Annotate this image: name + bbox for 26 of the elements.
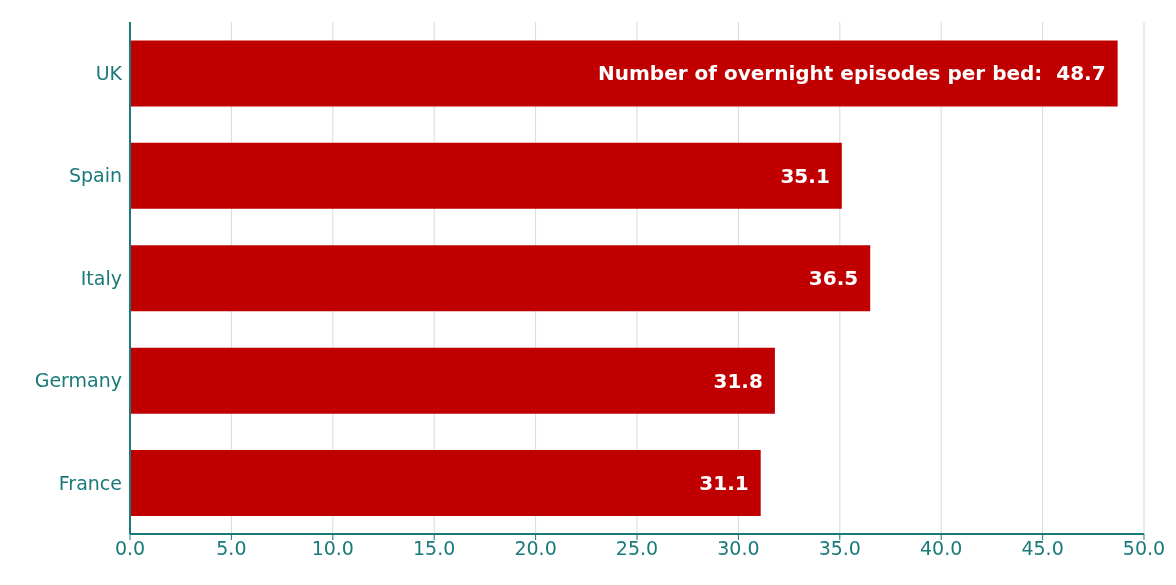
data-label: 31.1 <box>699 471 749 496</box>
x-tick-label: 5.0 <box>216 537 247 560</box>
x-tick-label: 20.0 <box>514 537 557 560</box>
bar <box>130 245 871 312</box>
x-tick-label: 45.0 <box>1021 537 1064 560</box>
bar <box>130 347 775 414</box>
x-tick-label: 15.0 <box>413 537 456 560</box>
data-label: Number of overnight episodes per bed: 48.7 <box>598 61 1106 86</box>
data-label: 36.5 <box>808 266 859 291</box>
x-tick-label: 0.0 <box>114 537 146 560</box>
y-tick-label: Italy <box>80 266 122 289</box>
x-tick-label: 35.0 <box>818 537 861 560</box>
x-tick-label: 40.0 <box>920 537 963 560</box>
y-tick-label: Spain <box>68 164 122 187</box>
data-label: 31.8 <box>713 368 763 393</box>
x-tick-label: 10.0 <box>311 537 354 560</box>
bar <box>130 142 842 209</box>
data-label: 35.1 <box>780 163 830 188</box>
bar <box>130 40 1118 107</box>
x-tick-label: 25.0 <box>615 537 659 560</box>
x-tick-label: 30.0 <box>717 537 760 560</box>
y-tick-label: France <box>58 471 122 494</box>
y-tick-label: UK <box>95 61 123 84</box>
y-tick-label: Germany <box>34 369 122 392</box>
bar <box>130 450 761 517</box>
x-tick-label: 50.0 <box>1122 537 1166 560</box>
